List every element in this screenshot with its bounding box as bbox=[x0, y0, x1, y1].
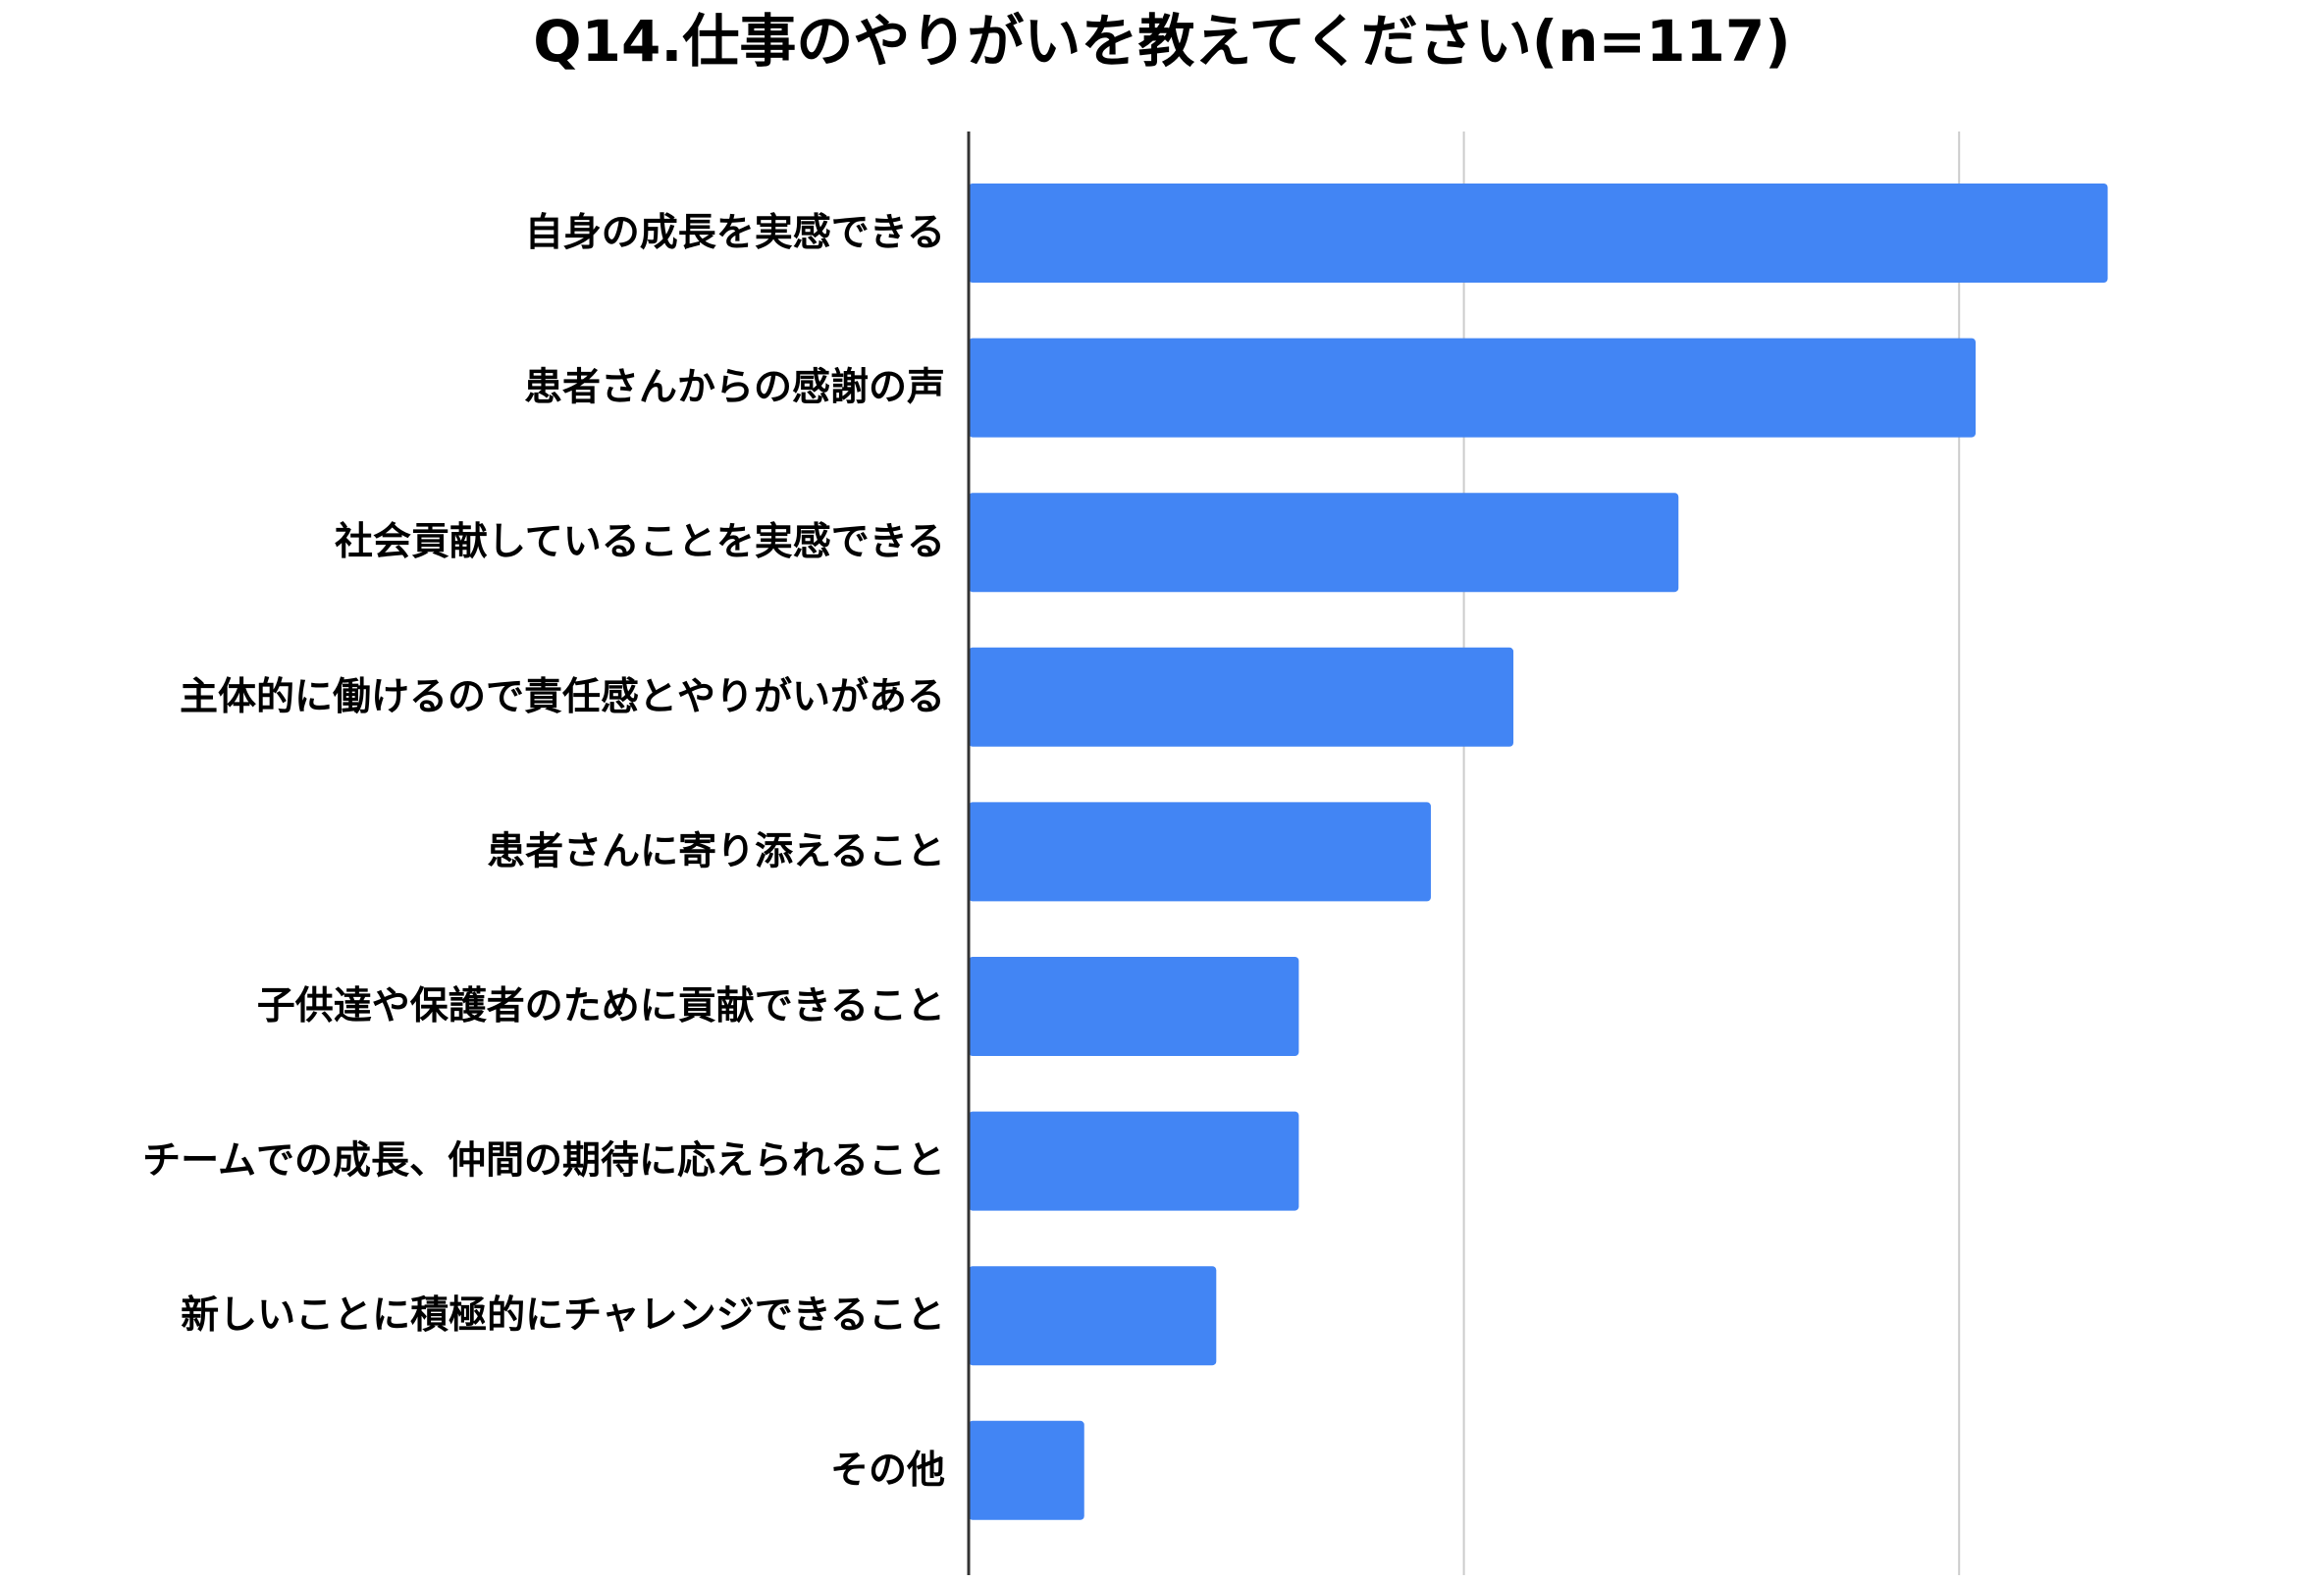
bar-4 bbox=[969, 647, 1514, 747]
category-label-5: 患者さんに寄り添えること bbox=[487, 829, 945, 873]
bar-7 bbox=[969, 1111, 1299, 1211]
category-label-4: 主体的に働けるので責任感とやりがいがある bbox=[180, 675, 945, 719]
category-label-8: 新しいことに積極的にチャレンジできること bbox=[181, 1293, 945, 1338]
bar-1 bbox=[969, 184, 2108, 283]
bar-2 bbox=[969, 338, 1977, 438]
category-label-6: 子供達や保護者のために貢献できること bbox=[257, 984, 945, 1028]
bar-6 bbox=[969, 957, 1299, 1056]
category-label-1: 自身の成長を実感できる bbox=[525, 211, 945, 255]
bar-5 bbox=[969, 802, 1431, 902]
category-label-9: その他 bbox=[830, 1449, 945, 1493]
chart-title: Q14.仕事のやりがいを教えてください(n=117) bbox=[533, 8, 1791, 75]
bar-3 bbox=[969, 493, 1679, 593]
category-label-7: チームでの成長、仲間の期待に応えられること bbox=[142, 1139, 945, 1184]
bar-9 bbox=[969, 1420, 1084, 1520]
bar-8 bbox=[969, 1266, 1217, 1366]
category-label-2: 患者さんからの感謝の声 bbox=[524, 366, 945, 410]
category-label-3: 社会貢献していることを実感できる bbox=[335, 520, 945, 564]
